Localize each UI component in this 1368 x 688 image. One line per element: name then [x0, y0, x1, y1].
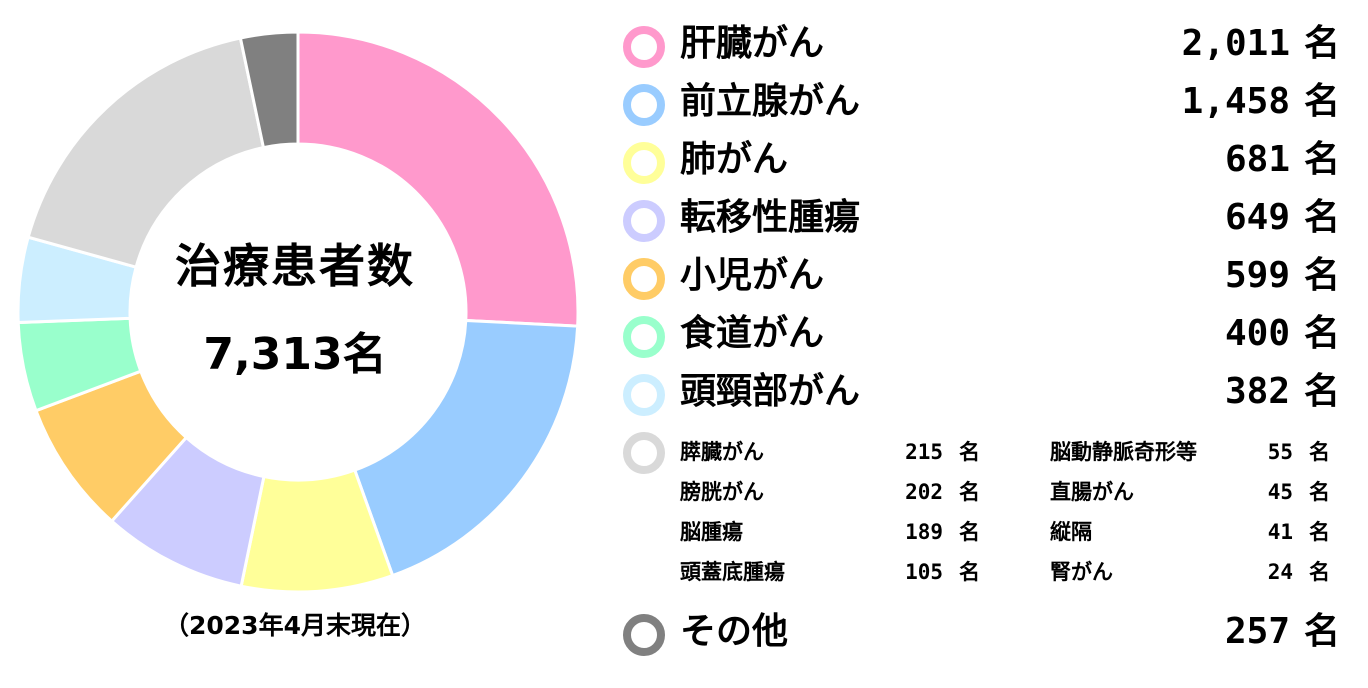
center-total: 7,313名 [203, 329, 387, 380]
legend-item-lung: 肺がん 681 名 [620, 136, 1340, 184]
sub-item-unit: 名 [959, 560, 980, 584]
legend-value: 257 [1224, 611, 1290, 652]
donut-slice-8 [238, 30, 300, 150]
legend-value: 681 [1224, 139, 1290, 180]
legend-item-liver: 肝臓がん 2,011 名 [620, 20, 1340, 68]
legend-swatch [623, 84, 665, 126]
legend-swatch [623, 374, 665, 416]
sub-item-value: 189 [905, 520, 943, 544]
legend-value: 400 [1224, 313, 1290, 354]
legend-label: 肝臓がん [680, 23, 825, 64]
legend-unit: 名 [1303, 81, 1340, 122]
legend-item-esophageal: 食道がん 400 名 [620, 310, 1340, 358]
sub-item-label: 縦隔 [1050, 520, 1092, 544]
legend-item-head-neck: 頭頸部がん 382 名 [620, 368, 1340, 416]
sub-item-unit: 名 [1309, 480, 1330, 504]
sub-item: 直腸がん 45 名 [1050, 476, 1330, 508]
legend-unit: 名 [1303, 313, 1340, 354]
sub-item: 膵臓がん 215 名 [680, 436, 980, 468]
legend-unit: 名 [1303, 371, 1340, 412]
date-note: （2023年4月末現在） [164, 611, 426, 640]
legend-item-other: その他 257 名 [620, 608, 1340, 656]
sub-item: 縦隔 41 名 [1050, 516, 1330, 548]
legend-swatch [623, 200, 665, 242]
sub-item-value: 215 [905, 440, 943, 464]
sub-item-value: 24 [1267, 560, 1293, 584]
legend-swatch-others-group [623, 432, 665, 474]
sub-item: 頭蓋底腫瘍 105 名 [680, 556, 980, 588]
legend-value: 1,458 [1181, 81, 1290, 122]
sub-item-value: 202 [905, 480, 943, 504]
legend-swatch [623, 258, 665, 300]
legend-unit: 名 [1303, 255, 1340, 296]
legend-item-prostate: 前立腺がん 1,458 名 [620, 78, 1340, 126]
legend-swatch [623, 316, 665, 358]
sub-item-label: 頭蓋底腫瘍 [680, 560, 785, 584]
sub-item: 脳腫瘍 189 名 [680, 516, 980, 548]
sub-item: 腎がん 24 名 [1050, 556, 1330, 588]
sub-item-label: 膵臓がん [680, 440, 764, 464]
donut-chart [16, 30, 580, 594]
sub-item-value: 45 [1267, 480, 1293, 504]
legend-label: 食道がん [680, 313, 825, 354]
legend-value: 382 [1224, 371, 1290, 412]
legend-value: 599 [1224, 255, 1290, 296]
sub-item-unit: 名 [1309, 440, 1330, 464]
legend-label: その他 [680, 611, 789, 652]
sub-item-unit: 名 [1309, 520, 1330, 544]
center-title: 治療患者数 [175, 239, 415, 293]
sub-item-label: 膀胱がん [680, 480, 764, 504]
sub-item-value: 105 [905, 560, 943, 584]
sub-item: 脳動静脈奇形等 55 名 [1050, 436, 1330, 468]
legend-unit: 名 [1303, 139, 1340, 180]
legend-swatch [623, 26, 665, 68]
legend-label: 頭頸部がん [680, 371, 861, 412]
donut-slice-1 [352, 318, 580, 578]
legend-label: 前立腺がん [680, 81, 861, 122]
legend-unit: 名 [1303, 197, 1340, 238]
legend-label: 肺がん [680, 139, 789, 180]
sub-item-unit: 名 [959, 480, 980, 504]
donut-slice-0 [296, 30, 580, 328]
sub-item-unit: 名 [1309, 560, 1330, 584]
sub-item-label: 腎がん [1050, 560, 1113, 584]
legend-label: 小児がん [680, 255, 825, 296]
legend-item-metastatic: 転移性腫瘍 649 名 [620, 194, 1340, 242]
sub-item-unit: 名 [959, 520, 980, 544]
legend-swatch [623, 614, 665, 656]
sub-item-value: 55 [1267, 440, 1293, 464]
legend-label: 転移性腫瘍 [680, 197, 861, 238]
legend-value: 649 [1224, 197, 1290, 238]
sub-item-value: 41 [1267, 520, 1293, 544]
legend-unit: 名 [1303, 611, 1340, 652]
sub-item-unit: 名 [959, 440, 980, 464]
sub-item-label: 脳腫瘍 [680, 520, 743, 544]
legend-swatch [623, 142, 665, 184]
legend-value: 2,011 [1181, 23, 1290, 64]
legend-item-pediatric: 小児がん 599 名 [620, 252, 1340, 300]
sub-item-label: 直腸がん [1050, 480, 1134, 504]
legend-unit: 名 [1303, 23, 1340, 64]
sub-item-label: 脳動静脈奇形等 [1050, 440, 1197, 464]
sub-item: 膀胱がん 202 名 [680, 476, 980, 508]
